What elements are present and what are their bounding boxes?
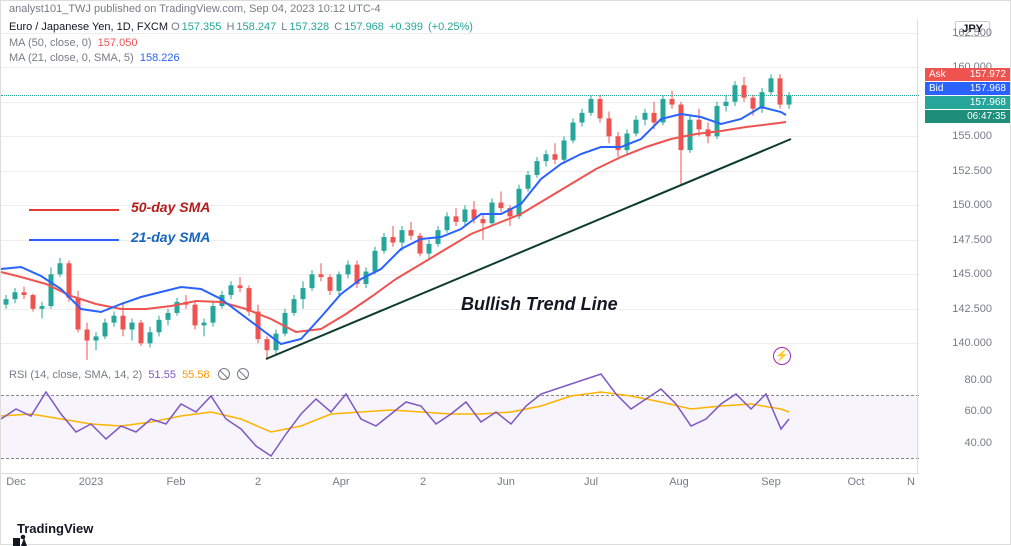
tradingview-logo[interactable]: TradingView (13, 521, 93, 536)
ask-tag: Ask157.972 (925, 68, 1010, 81)
bid-tag: Bid157.968 (925, 82, 1010, 95)
sma50-legend-line (29, 209, 119, 211)
countdown-tag: 06:47:35 (925, 110, 1010, 123)
sma21-legend-label: 21-day SMA (131, 229, 210, 245)
price-svg (1, 19, 919, 364)
hidden-plot-icon[interactable] (218, 368, 230, 380)
hidden-plot-icon[interactable] (237, 368, 249, 380)
sma21-legend-line (29, 239, 119, 241)
lightning-icon[interactable]: ⚡ (773, 347, 791, 365)
trend-line-label: Bullish Trend Line (461, 294, 618, 315)
last-price-tag: 157.968 (925, 96, 1010, 109)
time-x-axis[interactable]: Dec2023Feb2Apr2JunJulAugSepOctN (1, 473, 919, 491)
publish-info: analyst101_TWJ published on TradingView.… (1, 1, 1010, 19)
main-price-chart[interactable]: Euro / Japanese Yen, 1D, FXCM O157.355 H… (1, 19, 919, 364)
price-y-axis[interactable]: JPY 140.000142.500145.000147.500150.0001… (917, 19, 1010, 364)
sma50-legend-label: 50-day SMA (131, 199, 210, 215)
rsi-panel[interactable]: RSI (14, close, SMA, 14, 2) 51.55 55.58 (1, 364, 919, 474)
rsi-readout: RSI (14, close, SMA, 14, 2) 51.55 55.58 (9, 366, 251, 381)
rsi-y-axis[interactable]: 40.0060.0080.00 (917, 364, 1010, 474)
